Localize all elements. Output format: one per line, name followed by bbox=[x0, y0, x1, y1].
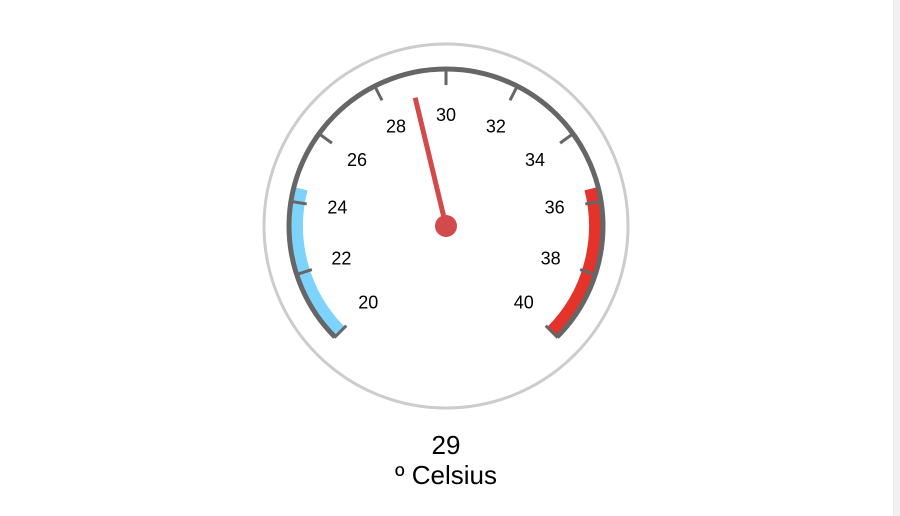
gauge-tick-label: 34 bbox=[525, 150, 545, 170]
gauge-tick-labels: 20 22 24 26 28 30 32 34 36 38 40 bbox=[327, 105, 564, 313]
gauge-tick-label: 24 bbox=[327, 198, 347, 218]
gauge-tick-label: 20 bbox=[358, 293, 378, 313]
gauge-tick bbox=[317, 131, 333, 145]
gauge-needle-hub bbox=[435, 215, 457, 237]
gauge-tick-label: 26 bbox=[347, 150, 367, 170]
vertical-scrollbar[interactable] bbox=[893, 0, 900, 516]
gauge-tick bbox=[579, 268, 597, 277]
gauge-band-high bbox=[547, 186, 603, 338]
gauge-tick-label: 28 bbox=[386, 117, 406, 137]
gauge-tick bbox=[508, 84, 520, 102]
gauge-tick bbox=[559, 131, 575, 145]
gauge-unit-label: º Celsius bbox=[395, 460, 497, 490]
gauge-tick bbox=[295, 268, 313, 277]
gauge-tick bbox=[333, 324, 348, 339]
gauge-value-readout: 29 bbox=[431, 430, 461, 460]
gauge-tick-label: 36 bbox=[545, 198, 565, 218]
gauge-tick bbox=[585, 199, 603, 206]
gauge-tick-label: 38 bbox=[541, 249, 561, 269]
gauge-bands bbox=[289, 186, 603, 338]
gauge-ticks bbox=[289, 68, 603, 339]
gauge-tick-label: 40 bbox=[514, 293, 534, 313]
gauge-band-low bbox=[289, 186, 345, 338]
gauge-tick-label: 30 bbox=[436, 105, 456, 125]
gauge-needle bbox=[412, 97, 449, 227]
gauge-tick-label: 32 bbox=[486, 117, 506, 137]
gauge-tick bbox=[372, 84, 384, 102]
gauge-tick bbox=[289, 199, 307, 206]
gauge-tick bbox=[544, 324, 559, 339]
gauge-tick-label: 22 bbox=[331, 249, 351, 269]
